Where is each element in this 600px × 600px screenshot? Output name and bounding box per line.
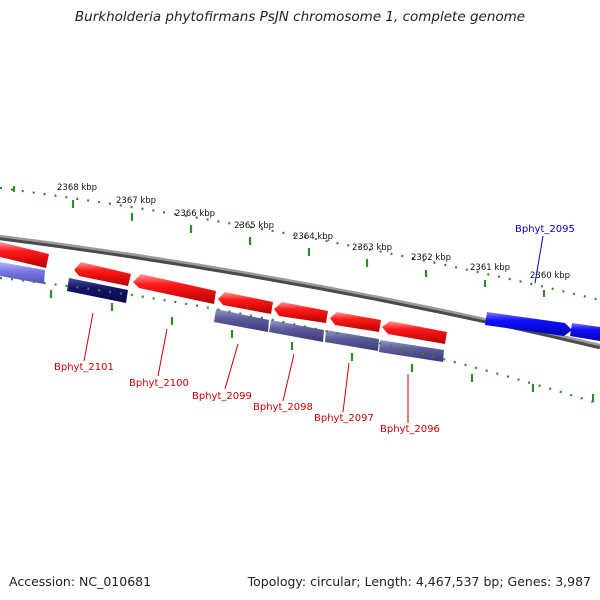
label-leaders	[83, 235, 544, 423]
leader-line	[83, 312, 94, 362]
feature-arrow-forward[interactable]	[74, 262, 131, 286]
kbp-label: 2366 kbp	[175, 209, 215, 219]
feature-arrow-forward[interactable]	[0, 242, 49, 268]
kbp-label: 2368 kbp	[57, 183, 97, 193]
inner-ruler-dots	[0, 276, 600, 406]
cds-block[interactable]	[67, 278, 128, 303]
cds-block[interactable]	[269, 320, 324, 342]
gene-label[interactable]: Bphyt_2095	[515, 224, 575, 235]
feature-arrow-forward[interactable]	[330, 312, 381, 332]
kbp-label: 2362 kbp	[411, 253, 451, 263]
kbp-label: 2363 kbp	[352, 243, 392, 253]
feature-arrow-forward[interactable]	[218, 292, 273, 314]
gene-label[interactable]: Bphyt_2096	[380, 424, 440, 435]
accession-text: Accession: NC_010681	[9, 574, 152, 589]
feature-arrow-reverse[interactable]	[485, 312, 572, 336]
map-title: Burkholderia phytofirmans PsJN chromosom…	[74, 9, 526, 25]
cds-block[interactable]	[0, 262, 45, 284]
leader-line	[534, 235, 544, 284]
leader-line	[224, 343, 239, 390]
cds-block[interactable]	[325, 330, 379, 351]
inner-ruler-ticks	[49, 290, 595, 402]
outer-ruler-ticks	[12, 186, 546, 297]
feature-arrow-forward[interactable]	[382, 321, 447, 344]
feature-arrow-reverse[interactable]	[570, 323, 600, 341]
gene-label[interactable]: Bphyt_2098	[253, 402, 313, 413]
kbp-label: 2367 kbp	[116, 196, 156, 206]
leader-line	[282, 353, 295, 402]
kbp-label: 2360 kbp	[530, 271, 570, 281]
leader-line	[157, 328, 168, 377]
kbp-label: 2365 kbp	[234, 221, 274, 231]
gene-label[interactable]: Bphyt_2100	[129, 378, 189, 389]
kbp-label: 2361 kbp	[470, 263, 510, 273]
genome-stats-text: Topology: circular; Length: 4,467,537 bp…	[247, 574, 591, 589]
cds-track	[0, 262, 444, 362]
forward-features	[0, 242, 447, 344]
feature-arrow-forward[interactable]	[133, 274, 216, 304]
feature-arrow-forward[interactable]	[274, 302, 328, 323]
gene-label[interactable]: Bphyt_2101	[54, 362, 114, 373]
reverse-features	[485, 312, 600, 341]
cds-block[interactable]	[214, 309, 269, 332]
leader-line	[342, 362, 350, 413]
gene-label[interactable]: Bphyt_2097	[314, 413, 374, 424]
kbp-label: 2364 kbp	[293, 232, 333, 242]
gene-label[interactable]: Bphyt_2099	[192, 391, 252, 402]
